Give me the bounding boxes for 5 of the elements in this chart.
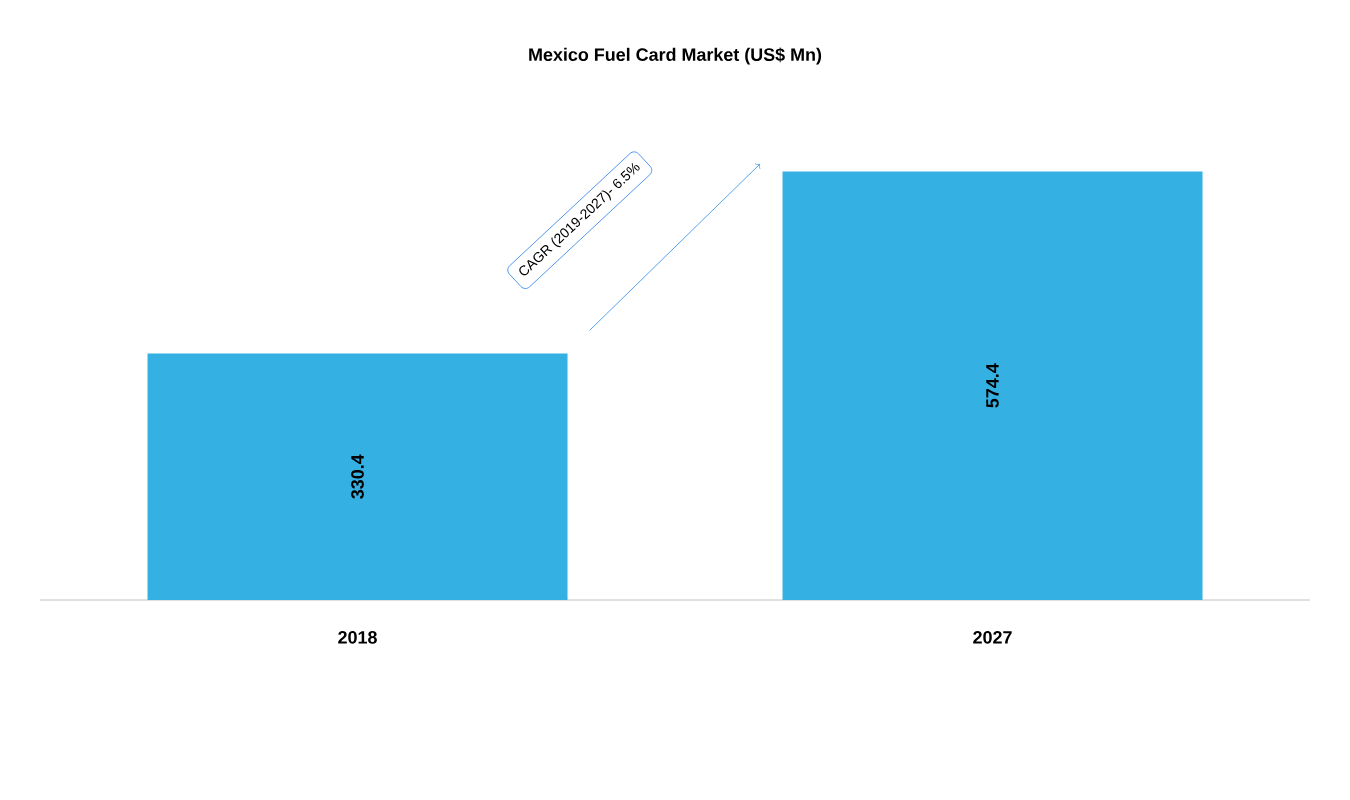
chart-title: Mexico Fuel Card Market (US$ Mn)	[529, 47, 822, 65]
x-tick-label: 2018	[338, 631, 377, 644]
x-tick-label: 2027	[973, 631, 1012, 644]
data-label: 574.4	[986, 363, 999, 408]
data-label: 330.4	[351, 454, 364, 499]
